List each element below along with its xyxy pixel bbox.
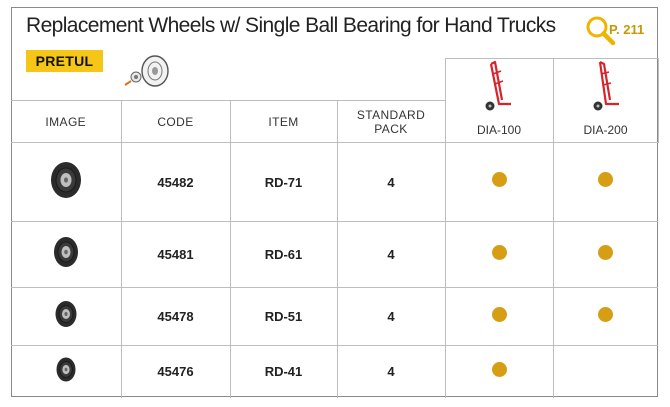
compatibility-dot (598, 306, 614, 322)
wheel-thumbnail (124, 55, 169, 87)
column-header-item: ITEM (229, 100, 338, 143)
item-cell: RD-71 (229, 142, 338, 222)
model-header-dia-200: DIA-200 (552, 58, 659, 143)
standard-pack-line-1: STANDARD (356, 107, 426, 122)
model-label-dia-200: DIA-200 (583, 123, 628, 137)
code-cell: 45476 (120, 345, 231, 398)
page-title: Replacement Wheels w/ Single Ball Bearin… (26, 14, 556, 37)
compatibility-dia-100 (444, 345, 554, 398)
wheel-icon (55, 301, 77, 327)
wheel-image (11, 287, 122, 346)
item-cell: RD-61 (229, 221, 338, 288)
wheel-icon (50, 161, 81, 198)
wheel-image (11, 142, 122, 222)
column-header-code: CODE (120, 100, 231, 143)
table-row: 45482 RD-71 4 (11, 142, 658, 222)
compatibility-dia-100 (444, 221, 554, 288)
code-cell: 45482 (120, 142, 231, 222)
table-row: 45478 RD-51 4 (11, 287, 658, 346)
compatibility-dia-100 (444, 142, 554, 222)
pack-cell: 4 (336, 142, 446, 222)
item-cell: RD-41 (229, 345, 338, 398)
wheel-image (11, 221, 122, 288)
compatibility-dia-200 (552, 221, 658, 288)
hand-truck-icon (485, 60, 511, 111)
magnifier-icon (586, 16, 616, 46)
page-reference[interactable]: P. 211 (584, 14, 654, 48)
code-cell: 45481 (120, 221, 231, 288)
wheel-icon (53, 237, 78, 267)
wheel-icon (56, 357, 76, 382)
table-row: 45476 RD-41 4 (11, 345, 658, 398)
item-cell: RD-51 (229, 287, 338, 346)
column-header-standard-pack: STANDARD PACK (336, 100, 446, 143)
compatibility-dia-200 (552, 345, 658, 398)
product-table: DIA-100 DIA-200 IMAGE CODE ITEM STANDARD… (11, 58, 659, 398)
standard-pack-line-2: PACK (374, 121, 408, 136)
brand-name: PRETUL (35, 53, 94, 69)
column-header-image: IMAGE (11, 100, 122, 143)
pack-cell: 4 (336, 221, 446, 288)
wheel-icon (124, 55, 169, 87)
compatibility-dia-200 (552, 287, 658, 346)
compatibility-dot (491, 244, 507, 260)
compatibility-dia-100 (444, 287, 554, 346)
pack-cell: 4 (336, 345, 446, 398)
model-header-dia-100: DIA-100 (444, 58, 554, 143)
compatibility-dia-200 (552, 142, 658, 222)
compatibility-dot (491, 361, 507, 377)
brand-logo: PRETUL (26, 50, 103, 72)
code-cell: 45478 (120, 287, 231, 346)
compatibility-dot (598, 244, 614, 260)
page-reference-label: P. 211 (609, 22, 645, 37)
hand-truck-icon (593, 61, 619, 111)
pack-cell: 4 (336, 287, 446, 346)
table-row: 45481 RD-61 4 (11, 221, 658, 288)
compatibility-dot (598, 172, 614, 187)
compatibility-dot (491, 306, 507, 322)
model-label-dia-100: DIA-100 (476, 123, 522, 137)
compatibility-dot (491, 172, 507, 187)
wheel-image (11, 345, 122, 398)
